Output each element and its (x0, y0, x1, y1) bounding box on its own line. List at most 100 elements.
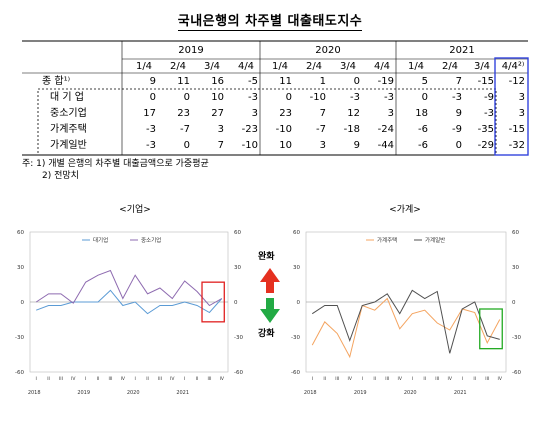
quarter-header: 3/4 (203, 61, 221, 72)
page-title: 국내은행의 차주별 대출태도지수 (0, 10, 540, 31)
table-cell: 10 (211, 92, 224, 103)
plot-frame (29, 231, 229, 373)
x-tick-label: II (97, 376, 100, 382)
table-cell: 3 (217, 124, 224, 135)
table-cell: -15 (508, 124, 525, 135)
table-cell: -3 (484, 108, 494, 119)
table-cell: 11 (177, 76, 190, 87)
x-tick-label: IV (348, 376, 353, 382)
quarter-header: 3/4 (473, 61, 491, 72)
x-year-label: 2020 (127, 390, 140, 396)
table-cell: 9 (455, 108, 462, 119)
table-cell: 1 (319, 76, 326, 87)
y-tick-label: 30 (293, 265, 300, 271)
year-header-2020: 2020 (315, 45, 341, 56)
table-cell: 23 (279, 108, 292, 119)
chart-title-household: <가계> (389, 205, 421, 215)
x-tick-label: IV (398, 376, 403, 382)
table-cell: -3 (248, 92, 258, 103)
table-cell: -24 (377, 124, 394, 135)
table-cell: 7 (217, 140, 224, 151)
x-year-label: 2020 (404, 390, 417, 396)
x-tick-label: III (59, 376, 63, 382)
table-cell: 27 (211, 108, 224, 119)
x-tick-label: II (47, 376, 50, 382)
table-cell: -12 (508, 76, 525, 87)
y-tick-label: 0 (297, 300, 301, 306)
row-label: 대 기 업 (50, 92, 84, 103)
table-cell: 0 (149, 92, 156, 103)
table-cell: 3 (518, 92, 525, 103)
legend-label: 중소기업 (141, 236, 161, 244)
table-cell: -15 (477, 76, 494, 87)
y-tick-label: 60 (234, 230, 241, 236)
quarter-header: 4/4 (237, 61, 255, 72)
tighten-label: 강화 (258, 329, 275, 339)
x-tick-label: I (462, 376, 463, 382)
y-tick-label: -30 (291, 335, 300, 341)
chart-title-corporate: <기업> (119, 205, 151, 215)
arrow-down-icon (260, 298, 280, 323)
x-tick-label: I (85, 376, 86, 382)
y-tick-label: 60 (17, 230, 24, 236)
table-cell: -10 (241, 140, 258, 151)
quarter-header: 1/4 (135, 61, 153, 72)
y-tick-label: 30 (512, 265, 519, 271)
row-label: 중소기업 (50, 108, 87, 119)
x-year-label: 2019 (77, 390, 90, 396)
table-cell: -9 (452, 124, 462, 135)
quarter-header: 2/4 (305, 61, 323, 72)
forecast-highlight (201, 281, 225, 323)
y-tick-label: 0 (21, 300, 25, 306)
table-cell: 17 (143, 108, 156, 119)
table-cell: -10 (275, 124, 292, 135)
y-tick-label: -30 (15, 335, 24, 341)
table-cell: 11 (279, 76, 292, 87)
series-line (36, 289, 223, 315)
year-header-2021: 2021 (449, 45, 475, 56)
table-cell: 0 (455, 140, 462, 151)
x-tick-label: I (312, 376, 313, 382)
table-cell: -6 (418, 140, 428, 151)
table-cell: -6 (418, 124, 428, 135)
table-cell: 3 (518, 108, 525, 119)
y-tick-label: -60 (291, 370, 300, 376)
table-cell: -44 (377, 140, 394, 151)
x-tick-label: II (146, 376, 149, 382)
x-tick-label: I (362, 376, 363, 382)
table-cell: 3 (251, 108, 258, 119)
table-cell: 18 (415, 108, 428, 119)
table-cell: 23 (177, 108, 190, 119)
series-line (35, 269, 223, 307)
table-cell: -3 (350, 92, 360, 103)
note-forecast: 2) 전망치 (42, 171, 79, 181)
arrow-up-icon (260, 268, 280, 293)
table-cell: 7 (319, 108, 326, 119)
quarter-header: 4/4²⁾ (501, 61, 525, 72)
x-tick-label: III (158, 376, 162, 382)
table-cell: -3 (384, 92, 394, 103)
quarter-header: 2/4 (441, 61, 459, 72)
table-cell: 0 (353, 76, 360, 87)
quarter-header: 1/4 (407, 61, 425, 72)
table-cell: -29 (477, 140, 494, 151)
table-cell: -3 (146, 140, 156, 151)
x-tick-label: IV (448, 376, 453, 382)
x-tick-label: III (485, 376, 489, 382)
y-tick-label: 60 (512, 230, 519, 236)
table-cell: 3 (387, 108, 394, 119)
table-cell: -10 (309, 92, 326, 103)
x-year-label: 2019 (354, 390, 367, 396)
series-line (311, 289, 500, 354)
quarter-header: 3/4 (339, 61, 357, 72)
table-cell: 0 (183, 140, 190, 151)
table-cell: -23 (241, 124, 258, 135)
x-tick-label: III (385, 376, 389, 382)
quarter-header: 2/4 (169, 61, 187, 72)
table-cell: -19 (377, 76, 394, 87)
x-tick-label: IV (121, 376, 126, 382)
y-tick-label: 30 (234, 265, 241, 271)
plot-frame (305, 231, 507, 373)
row-label: 가계주택 (50, 124, 87, 135)
table-cell: -18 (343, 124, 360, 135)
